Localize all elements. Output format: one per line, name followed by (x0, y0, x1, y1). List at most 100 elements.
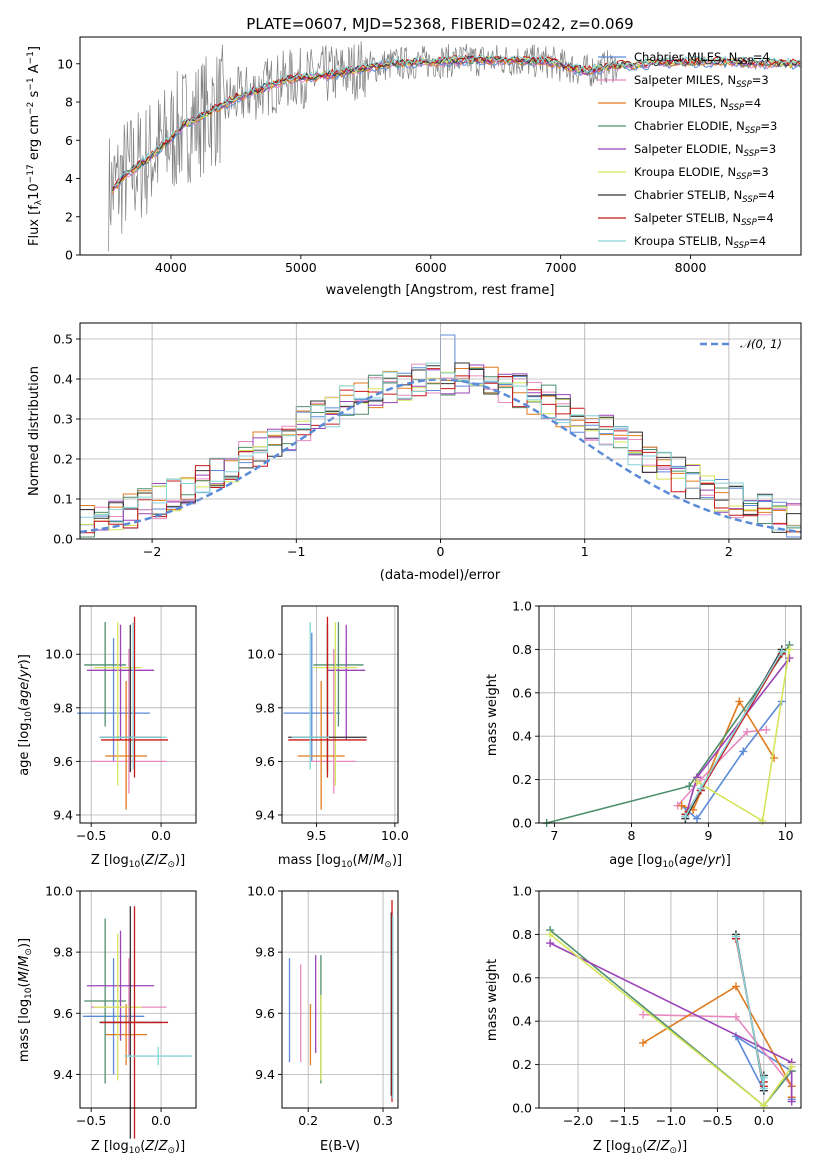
weight-vs-metallicity-xlabel: Z [log10(Z/Z⊙)] (593, 1139, 687, 1156)
weight-marker (758, 816, 767, 825)
x-tick-label: 9.5 (307, 828, 327, 843)
weight-marker (681, 812, 690, 821)
normal-legend-label: 𝒩(0, 1) (740, 337, 782, 351)
y-tick-label: 1.0 (512, 884, 532, 899)
weight-marker (692, 777, 701, 786)
residual-panel: −2 −1 0 1 2 0.0 0.1 0.2 0.3 0.4 0.5 (data-model)/e… (27, 322, 802, 583)
y-tick-label: 9.4 (53, 807, 73, 822)
y-tick-label: 10.0 (45, 884, 73, 899)
y-tick-label: 1.0 (512, 599, 532, 614)
residual-xlabel: (data-model)/error (380, 568, 501, 583)
y-tick-label: 9.6 (255, 1006, 275, 1021)
axes-frame (79, 605, 197, 824)
legend-label: Chabrier STELIB, NSSP=4 (634, 188, 775, 205)
x-tick-label: 0.2 (298, 1113, 318, 1128)
spectrum-ticks: 4000 5000 6000 7000 8000 0 2 4 6 8 10 (57, 36, 802, 275)
weight-marker (785, 654, 794, 663)
y-tick-label: 10 (57, 56, 73, 71)
weight-marker (696, 784, 705, 793)
y-tick-label: 0.8 (512, 927, 532, 942)
residual-legend: 𝒩(0, 1) (700, 337, 782, 351)
axes-frame (281, 890, 399, 1109)
x-tick-label: 10 (778, 828, 794, 843)
weight-vs-age-panel: 7 8 9 10 0.0 0.2 0.4 0.6 0.8 1.0 (512, 599, 802, 843)
mass-vs-ebv-xlabel: E(B-V) (320, 1139, 360, 1154)
legend-label: Salpeter ELODIE, NSSP=3 (634, 142, 776, 159)
y-tick-label: 4 (65, 171, 73, 186)
axes-frame (538, 890, 802, 1109)
y-tick-label: 10.0 (247, 884, 275, 899)
axes-frame (281, 605, 399, 824)
model-spectrum-line-kroupa-miles (112, 56, 801, 194)
axes-frame (79, 36, 802, 256)
weight-line-chabrier-elodie (546, 644, 791, 824)
y-tick-label: 9.6 (255, 754, 275, 769)
x-tick-label: −1 (287, 544, 305, 559)
weight-vs-metallicity-ylabel: mass weight (485, 959, 500, 1041)
x-tick-label: −2.0 (563, 1113, 593, 1128)
weight-marker (785, 645, 794, 654)
spectrum-plot-area (108, 41, 801, 252)
y-tick-label: 0.3 (53, 412, 73, 427)
axes-frame (538, 605, 802, 824)
y-tick-label: 0.4 (512, 1014, 532, 1029)
y-tick-label: 9.4 (255, 1067, 275, 1082)
legend-label: Kroupa STELIB, NSSP=4 (634, 234, 766, 251)
weight-marker (759, 1073, 768, 1082)
weight-vs-metallicity-panel: −2.0 −1.5 −1.0 −0.5 0.0 0.0 0.2 0.4 0.6 0.8 1.0 (512, 884, 802, 1128)
spectrum-panel: 4000 5000 6000 7000 8000 0 2 4 6 8 10 wavelength [… (26, 36, 802, 298)
x-tick-label: 0.0 (754, 1113, 774, 1128)
x-tick-label: 2 (725, 544, 733, 559)
y-tick-label: 0.2 (53, 452, 73, 467)
mass-vs-metallicity-xlabel: Z [log10(Z/Z⊙)] (91, 1139, 185, 1156)
mass-vs-metallicity-ylabel: mass [log10(M/M⊙)] (17, 938, 34, 1062)
y-tick-label: 0.0 (53, 532, 73, 547)
legend-label: Kroupa ELODIE, NSSP=3 (634, 165, 769, 182)
y-tick-label: 9.6 (53, 754, 73, 769)
weight-marker (770, 753, 779, 762)
weight-marker (731, 982, 740, 991)
spectrum-legend: Chabrier MILES, NSSP=4 Salpeter MILES, NS… (598, 50, 777, 251)
y-tick-label: 9.8 (255, 700, 275, 715)
age-vs-mass-panel: 9.5 10.0 9.4 9.6 9.8 10.0 (247, 605, 409, 843)
x-tick-label: 8000 (675, 260, 707, 275)
legend-label: Kroupa MILES, NSSP=4 (634, 96, 761, 113)
axes-frame (79, 890, 197, 1109)
legend-label: Salpeter MILES, NSSP=3 (634, 73, 769, 90)
weight-marker (639, 1010, 648, 1019)
age-vs-metallicity-panel: −0.5 0.0 9.4 9.6 9.8 10.0 (45, 605, 197, 843)
weight-line-kroupa-stelib (735, 936, 765, 1089)
model-spectrum-line-salpeter-elodie (112, 56, 801, 189)
x-tick-label: −0.5 (702, 1113, 732, 1128)
y-tick-label: 0.6 (512, 685, 532, 700)
weight-marker (739, 747, 748, 756)
age-vs-metallicity-ylabel: age [log10(age/yr)] (17, 654, 34, 776)
y-tick-label: 0.4 (53, 372, 73, 387)
x-tick-label: −1.0 (656, 1113, 686, 1128)
spectrum-ylabel: Flux [fλ10−17 erg cm−2 s−1 A−1] (26, 46, 44, 246)
x-tick-label: 8 (627, 828, 635, 843)
weight-vs-age-xlabel: age [log10(age/yr)] (609, 853, 731, 870)
weight-marker (759, 1084, 768, 1093)
y-tick-label: 0.2 (512, 1057, 532, 1072)
weight-marker (639, 1038, 648, 1047)
x-tick-label: 0.3 (373, 1113, 393, 1128)
mass-vs-ebv-panel: 0.2 0.3 9.4 9.6 9.8 10.0 (247, 884, 399, 1128)
y-tick-label: 0.1 (53, 492, 73, 507)
y-tick-label: 8 (65, 95, 73, 110)
y-tick-label: 0.4 (512, 729, 532, 744)
x-tick-label: 4000 (155, 260, 187, 275)
y-tick-label: 9.8 (53, 945, 73, 960)
y-tick-label: 9.8 (53, 700, 73, 715)
x-tick-label: 7 (550, 828, 558, 843)
legend-label: Chabrier MILES, NSSP=4 (634, 50, 770, 67)
x-tick-label: 1 (581, 544, 589, 559)
weight-marker (762, 725, 771, 734)
weight-marker (735, 697, 744, 706)
age-vs-mass-xlabel: mass [log10(M/M⊙)] (278, 853, 402, 870)
residual-ticks: −2 −1 0 1 2 0.0 0.1 0.2 0.3 0.4 0.5 (53, 322, 802, 559)
x-tick-label: 7000 (545, 260, 577, 275)
x-tick-label: −2 (143, 544, 161, 559)
x-tick-label: 10.0 (381, 828, 409, 843)
weight-marker (787, 1097, 796, 1106)
